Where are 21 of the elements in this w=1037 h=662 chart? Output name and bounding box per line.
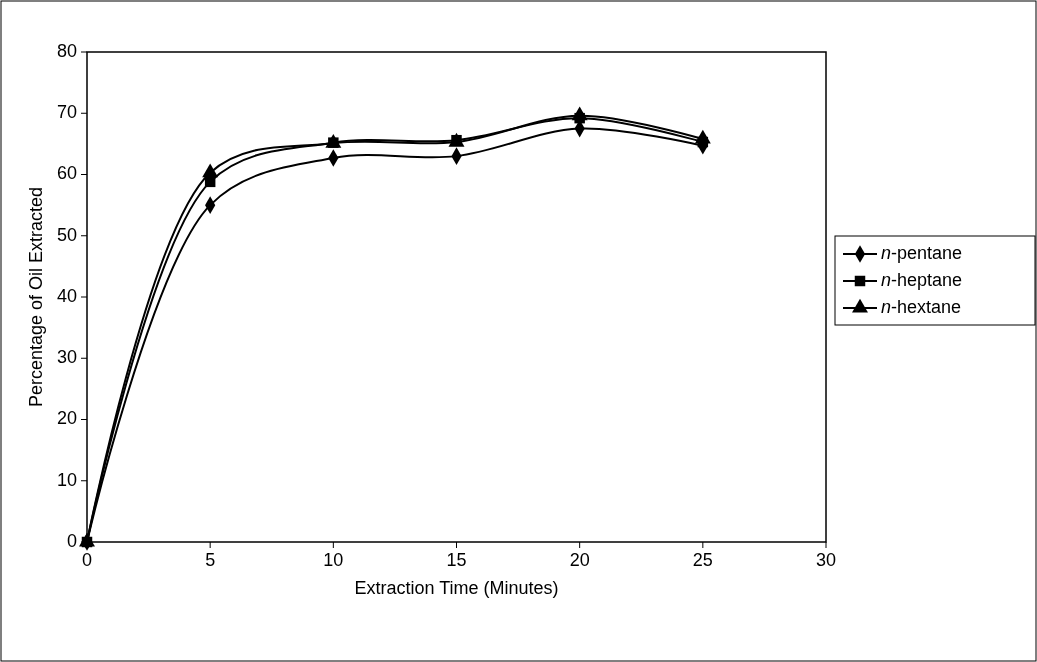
legend-label: n-hextane	[881, 296, 962, 317]
x-tick-label: 5	[205, 550, 216, 570]
y-axis-title: Percentage of Oil Extracted	[26, 186, 46, 408]
y-tick-label: 60	[56, 163, 77, 184]
x-tick-label: 20	[569, 550, 590, 570]
y-tick-label: 80	[56, 40, 77, 61]
y-tick-label: 10	[56, 469, 77, 490]
y-tick-label: 50	[56, 224, 77, 245]
x-tick-label: 15	[446, 550, 467, 570]
x-tick-label: 10	[323, 550, 344, 570]
legend-label: n-heptane	[881, 269, 963, 290]
y-tick-label: 70	[56, 102, 77, 122]
x-tick-label: 30	[815, 550, 837, 570]
y-tick-label: 30	[56, 347, 77, 367]
x-tick-label: 25	[692, 550, 713, 570]
x-tick-label: 0	[81, 550, 93, 570]
y-tick-label: 40	[56, 285, 77, 306]
y-tick-label: 0	[66, 530, 77, 551]
y-tick-label: 20	[56, 408, 77, 429]
x-axis-title: Extraction Time (Minutes)	[354, 578, 559, 598]
legend-label: n-pentane	[881, 242, 963, 263]
